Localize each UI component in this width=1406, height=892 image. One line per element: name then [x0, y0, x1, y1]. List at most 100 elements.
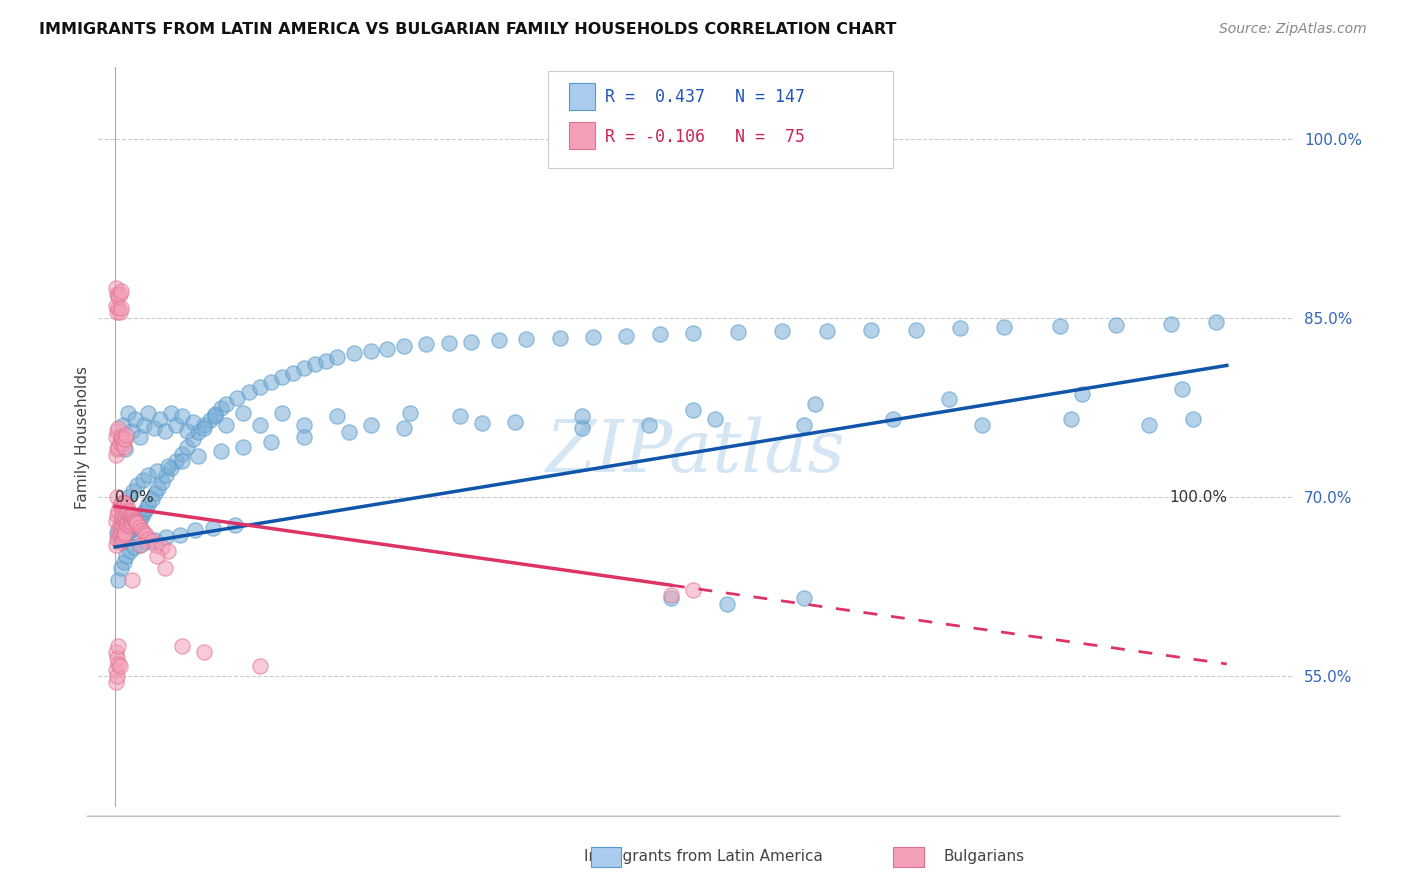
Point [128, 537, 150, 551]
Point [132, 505, 155, 519]
Point [107, 532, 129, 546]
Point [176, 424, 198, 438]
Point [124, 514, 146, 528]
Point [398, 406, 420, 420]
Point [138, 497, 160, 511]
Point [108, 519, 131, 533]
Point [972, 418, 994, 433]
Point [249, 418, 271, 433]
Text: R = -0.106   N =  75: R = -0.106 N = 75 [605, 128, 804, 145]
Point [571, 420, 593, 434]
Point [114, 442, 136, 456]
Text: 0.0%: 0.0% [115, 491, 153, 506]
Point [105, 674, 128, 689]
Text: IMMIGRANTS FROM LATIN AMERICA VS BULGARIAN FAMILY HOUSEHOLDS CORRELATION CHART: IMMIGRANTS FROM LATIN AMERICA VS BULGARI… [39, 22, 897, 37]
Point [148, 482, 170, 496]
Point [128, 430, 150, 444]
Point [107, 657, 129, 671]
Point [121, 516, 143, 530]
Point [224, 518, 246, 533]
Point [127, 518, 149, 533]
Point [146, 463, 169, 477]
Point [118, 508, 141, 523]
Point [209, 444, 232, 458]
Point [135, 501, 157, 516]
Point [118, 518, 141, 533]
Point [120, 514, 142, 528]
Point [132, 418, 155, 433]
Point [326, 409, 349, 423]
Point [110, 516, 132, 530]
Point [1160, 317, 1182, 331]
Point [131, 508, 153, 523]
Point [105, 525, 128, 540]
Point [107, 523, 129, 537]
Point [198, 413, 221, 427]
Point [270, 406, 292, 420]
Point [460, 334, 482, 349]
Point [471, 416, 494, 430]
Point [120, 523, 142, 537]
Point [343, 346, 366, 360]
Point [110, 430, 132, 444]
Point [111, 500, 134, 514]
Point [882, 412, 904, 426]
Point [115, 427, 138, 442]
Point [105, 430, 128, 444]
Point [637, 418, 659, 433]
Point [449, 409, 471, 423]
Point [437, 335, 460, 350]
Point [793, 418, 815, 433]
Point [281, 366, 304, 380]
Point [138, 532, 160, 546]
Point [112, 496, 135, 510]
Point [135, 535, 157, 549]
Point [105, 651, 128, 665]
Point [682, 326, 704, 341]
Point [1205, 315, 1227, 329]
Point [326, 350, 349, 364]
Text: Source: ZipAtlas.com: Source: ZipAtlas.com [1219, 22, 1367, 37]
Point [114, 496, 136, 510]
Point [107, 420, 129, 434]
Point [105, 645, 128, 659]
Point [682, 582, 704, 597]
Point [157, 458, 180, 473]
Point [1104, 318, 1126, 332]
Point [125, 515, 148, 529]
Point [716, 597, 738, 611]
Point [105, 304, 128, 318]
Point [108, 500, 131, 514]
Point [488, 334, 510, 348]
Point [187, 425, 209, 440]
Point [165, 418, 187, 433]
Point [193, 645, 215, 659]
Point [1060, 412, 1083, 426]
Point [128, 519, 150, 533]
Point [122, 515, 145, 529]
Point [117, 514, 139, 528]
Point [938, 392, 960, 406]
Point [150, 475, 173, 490]
Point [1049, 318, 1071, 333]
Point [377, 342, 399, 356]
Point [117, 490, 139, 504]
Point [238, 384, 260, 399]
Point [153, 561, 176, 575]
Point [111, 525, 134, 540]
Point [704, 412, 727, 426]
Point [904, 323, 927, 337]
Point [170, 454, 193, 468]
Point [108, 528, 131, 542]
Point [157, 543, 180, 558]
Point [131, 523, 153, 537]
Point [111, 533, 134, 547]
Point [110, 285, 132, 299]
Point [860, 323, 883, 337]
Point [153, 424, 176, 438]
Point [114, 522, 136, 536]
Point [505, 415, 527, 429]
Point [105, 299, 128, 313]
Point [107, 289, 129, 303]
Point [145, 537, 167, 551]
